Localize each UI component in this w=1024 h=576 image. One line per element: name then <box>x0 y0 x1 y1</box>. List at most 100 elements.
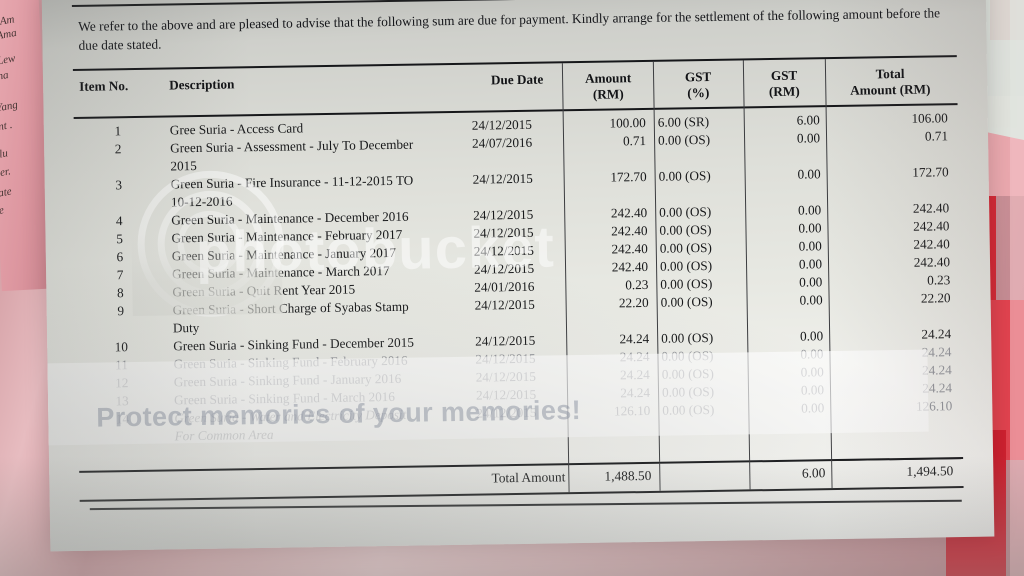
margin-note-line: ure <box>0 204 5 219</box>
row-amount: 0.23 <box>625 276 649 293</box>
row-gst-percent: 0.00 (OS) <box>659 221 712 238</box>
row-amount: 0.71 <box>622 132 647 149</box>
row-gst-rm: 0.00 <box>796 130 821 146</box>
row-due-date: 24/12/2015 <box>475 386 537 403</box>
row-due-date: 24/12/2015 <box>473 260 535 277</box>
row-total: 242.40 <box>913 218 950 234</box>
row-due-date: 24/12/2015 <box>472 170 533 187</box>
margin-note-line: Am <box>0 13 16 28</box>
row-gst-percent: 0.00 (OS) <box>659 257 713 274</box>
row-gst-percent: 0.00 (OS) <box>660 293 713 310</box>
row-item-no: 11 <box>115 357 128 373</box>
row-gst-rm: 0.00 <box>800 364 824 380</box>
column-header-gst-rm-line2: (RM) <box>768 83 800 99</box>
row-amount: 242.40 <box>610 204 648 221</box>
margin-note-line: eper. <box>0 165 12 181</box>
column-header-gst-rm: GST (RM) <box>745 67 823 99</box>
row-description: Green Suria - Water and Electricity Depo… <box>174 406 407 426</box>
column-header-total-line2: Amount (RM) <box>850 81 931 98</box>
row-description: Green Suria - Sinking Fund - March 2016 <box>173 388 396 408</box>
margin-note-line: Ama <box>0 26 18 43</box>
row-amount: 24.24 <box>620 384 651 401</box>
row-gst-rm: 0.00 <box>798 238 822 254</box>
row-amount: 22.20 <box>618 294 649 311</box>
row-amount: 242.40 <box>611 258 649 275</box>
margin-note-line: date <box>0 185 13 201</box>
column-header-amount: Amount (RM) <box>565 70 651 102</box>
row-description-continued: 10-12-2016 <box>170 193 233 210</box>
total-row-gst-rm: 6.00 <box>801 465 826 481</box>
row-due-date: 24/12/2015 <box>474 296 535 313</box>
column-header-due-date: Due Date <box>490 71 544 88</box>
total-row-total: 1,494.50 <box>906 463 954 479</box>
row-due-date: 24/12/2015 <box>476 404 537 421</box>
row-gst-rm: 0.00 <box>800 346 824 362</box>
total-row-amount: 1,488.50 <box>604 467 652 484</box>
row-due-date: 24/12/2015 <box>473 242 534 259</box>
row-item-no: 5 <box>116 231 123 247</box>
row-description: Green Suria - Short Charge of Syabas Sta… <box>172 298 409 318</box>
row-item-no: 8 <box>116 285 124 301</box>
row-gst-rm: 0.00 <box>797 166 821 182</box>
row-total: 24.24 <box>921 326 952 342</box>
row-total: 24.24 <box>921 362 952 378</box>
row-gst-rm: 0.00 <box>798 256 823 272</box>
row-gst-percent: 0.00 (OS) <box>658 167 711 184</box>
row-due-date: 24/12/2015 <box>475 350 536 367</box>
column-header-gst-percent: GST (%) <box>655 68 741 100</box>
invoice-document-sheet: TitleNo.: Mukim Cheras, Daerah Hulu Lang… <box>41 0 995 552</box>
margin-note-line: e Cha <box>0 69 10 85</box>
row-amount: 100.00 <box>609 114 646 131</box>
row-item-no: 2 <box>114 141 122 157</box>
row-gst-percent: 0.00 (OS) <box>659 239 712 256</box>
row-description-continued: For Common Area <box>174 426 274 444</box>
row-gst-percent: 0.00 (OS) <box>661 365 714 382</box>
row-item-no: 13 <box>115 393 129 409</box>
row-gst-percent: 0.00 (OS) <box>661 329 714 346</box>
row-gst-rm: 0.00 <box>799 292 823 308</box>
row-total: 172.70 <box>912 164 949 180</box>
column-header-amount-line2: (RM) <box>592 85 624 102</box>
row-gst-rm: 0.00 <box>799 274 823 290</box>
row-total: 0.23 <box>927 272 951 288</box>
row-gst-rm: 0.00 <box>799 328 824 344</box>
row-item-no: 12 <box>115 375 129 391</box>
row-description: Green Suria - Maintenance - March 2017 <box>171 263 390 282</box>
row-gst-rm: 0.00 <box>798 220 822 236</box>
row-total: 242.40 <box>913 254 951 270</box>
margin-note-line: perlu <box>0 147 9 164</box>
row-total: 24.24 <box>921 344 952 360</box>
row-due-date: 24/12/2015 <box>475 368 536 385</box>
row-item-no: 7 <box>116 267 124 283</box>
title-no-line: TitleNo.: Mukim Cheras, Daerah Hulu Lang… <box>76 0 956 2</box>
row-due-date: 24/01/2016 <box>474 278 535 295</box>
row-gst-percent: 0.00 (OS) <box>661 347 714 364</box>
row-description: Green Suria - Maintenance - December 201… <box>171 208 409 228</box>
column-header-gst-percent-line2: (%) <box>687 84 710 100</box>
row-gst-rm: 0.00 <box>797 202 822 218</box>
row-gst-percent: 0.00 (OS) <box>661 383 715 400</box>
table-bottom-rule <box>79 486 964 502</box>
invoice-content: TitleNo.: Mukim Cheras, Daerah Hulu Lang… <box>42 0 995 551</box>
row-gst-rm: 0.00 <box>800 382 825 398</box>
row-amount: 172.70 <box>610 168 647 185</box>
row-total: 242.40 <box>913 236 950 252</box>
row-item-no: 10 <box>114 339 128 355</box>
column-header-amount-line1: Amount <box>584 70 632 86</box>
margin-note-line: Yang <box>0 98 19 115</box>
row-total: 106.00 <box>911 110 948 126</box>
row-item-no: 14 <box>115 411 130 427</box>
margin-note-line: ount . <box>0 118 14 136</box>
row-gst-percent: 0.00 (OS) <box>660 275 713 292</box>
row-gst-rm: 6.00 <box>796 112 820 128</box>
row-gst-percent: 6.00 (SR) <box>657 113 710 130</box>
row-description: Green Suria - Maintenance - January 2017 <box>171 244 397 264</box>
intro-paragraph: We refer to the above and are pleased to… <box>78 5 941 53</box>
column-header-item-no: Item No. <box>79 78 129 94</box>
row-item-no: 6 <box>116 249 124 265</box>
row-amount: 24.24 <box>619 366 650 383</box>
row-amount: 242.40 <box>611 222 648 239</box>
row-total: 242.40 <box>912 200 950 216</box>
row-item-no: 1 <box>114 123 122 139</box>
